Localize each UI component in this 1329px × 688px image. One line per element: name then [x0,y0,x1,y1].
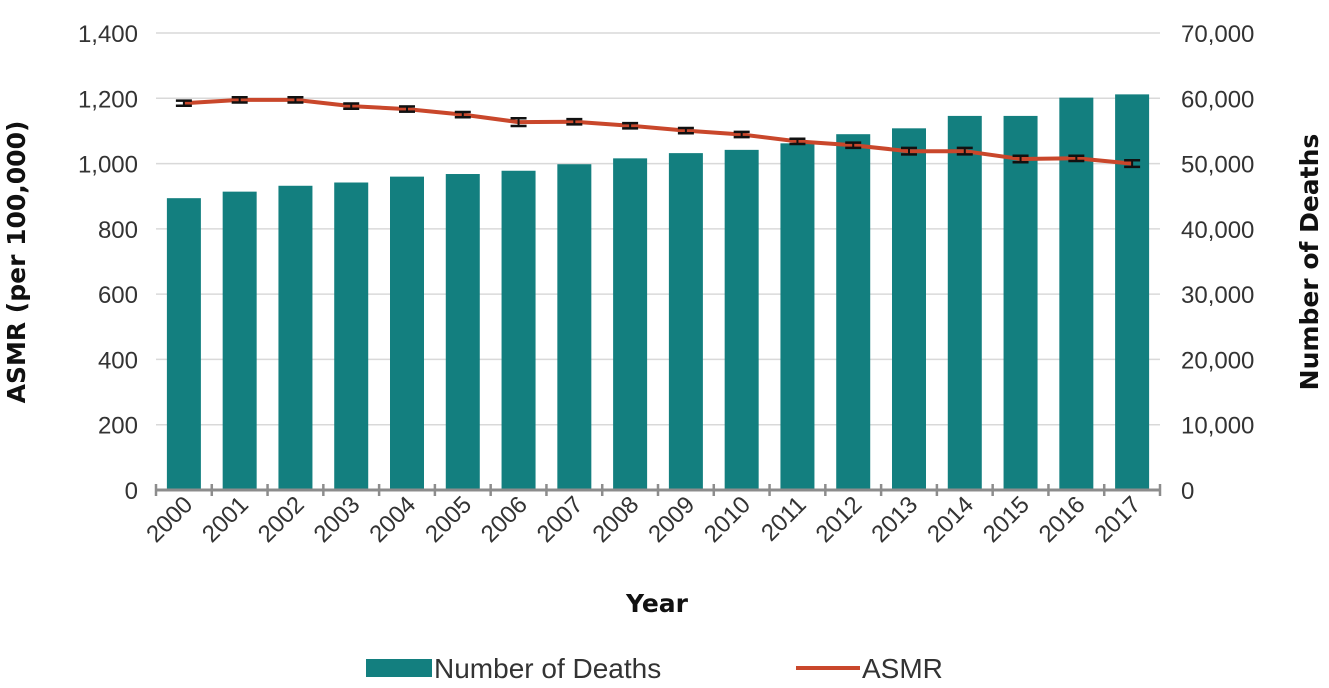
right-y-tick-label: 40,000 [1181,217,1254,244]
gridlines [156,32,1160,426]
asmr-error-bar [901,146,917,156]
asmr-error-bar [1068,154,1085,163]
asmr-error-bar [733,130,750,139]
left-y-axis: 0 200 400 600 800 1,000 1,200 1,400 [78,21,138,505]
x-tick-label: 2011 [756,491,812,547]
x-tick-label: 2002 [253,491,310,548]
bar-number-of-deaths [947,115,982,491]
x-axis-title: Year [625,589,689,618]
x-tick-label: 2006 [476,491,533,548]
x-tick-label: 2017 [1090,491,1147,548]
legend-label-number-of-deaths: Number of Deaths [434,653,661,684]
asmr-error-bar [845,141,862,150]
x-tick-label: 2000 [141,491,198,548]
bar-series-number-of-deaths [166,94,1150,491]
x-tick-label: 2014 [922,491,979,548]
asmr-error-bar [1124,159,1141,169]
right-y-axis-title: Number of Deaths [1295,134,1324,391]
asmr-error-bar [677,126,694,135]
right-y-tick-label: 30,000 [1181,282,1254,309]
right-y-tick-label: 20,000 [1181,347,1254,374]
left-y-axis-title: ASMR (per 100,000) [2,121,31,404]
line-series-asmr [175,96,1141,169]
bar-number-of-deaths [222,191,257,490]
bar-number-of-deaths [1115,94,1150,491]
right-y-tick-label: 50,000 [1181,152,1254,179]
bar-number-of-deaths [613,158,648,490]
x-tick-label: 2012 [811,491,868,548]
legend-swatch-number-of-deaths [366,659,432,677]
bar-number-of-deaths [1059,97,1094,490]
x-tick-label: 2003 [309,491,366,548]
legend: Number of Deaths ASMR [366,653,943,684]
x-tick-label: 2001 [197,491,254,548]
asmr-error-bar [231,96,248,104]
right-y-tick-label: 60,000 [1181,86,1254,113]
x-tick-label: 2005 [420,491,477,548]
asmr-error-bar [956,146,973,156]
bar-number-of-deaths [557,164,592,490]
x-tick-label: 2004 [364,491,421,548]
asmr-error-bar [454,110,471,119]
bar-number-of-deaths [1003,115,1038,491]
x-tick-label: 2016 [1034,491,1091,548]
asmr-error-bar [1012,154,1029,164]
bar-number-of-deaths [724,149,759,490]
asmr-error-bar [175,99,192,108]
bar-number-of-deaths [892,128,926,490]
right-y-axis: 0 10,000 20,000 30,000 40,000 50,000 60,000 70,… [1181,21,1254,505]
x-tick-label: 2013 [866,491,923,548]
x-tick-label: 2015 [978,491,1035,548]
asmr-error-bar [622,121,639,130]
asmr-error-bar [566,117,583,126]
bar-number-of-deaths [390,176,424,490]
legend-label-asmr: ASMR [862,653,943,684]
asmr-error-bar [287,96,304,104]
x-tick-labels: 2000200120022003200420052006200720082009… [141,491,1146,548]
left-y-tick-label: 400 [98,347,138,374]
left-y-tick-label: 200 [98,413,138,440]
bar-number-of-deaths [278,185,313,491]
right-y-tick-label: 70,000 [1181,21,1254,48]
left-y-tick-label: 1,000 [78,152,138,179]
asmr-error-bar [789,137,806,146]
left-y-tick-label: 1,400 [78,21,138,48]
bar-number-of-deaths [836,134,871,490]
asmr-error-bar [343,102,360,110]
right-y-tick-label: 0 [1181,478,1194,505]
left-y-tick-label: 0 [125,478,138,505]
left-y-tick-label: 800 [98,217,138,244]
x-tick-label: 2008 [588,491,645,548]
bar-number-of-deaths [166,198,201,490]
asmr-error-bar [399,105,415,113]
right-y-tick-label: 10,000 [1181,413,1254,440]
bar-number-of-deaths [445,174,480,490]
asmr-line [183,97,1133,166]
left-y-tick-label: 600 [98,282,138,309]
bar-number-of-deaths [780,143,815,490]
x-tick-label: 2010 [699,491,756,548]
asmr-error-bar [510,116,527,128]
x-tick-label: 2007 [532,491,589,548]
bar-number-of-deaths [668,153,703,490]
bar-number-of-deaths [501,170,536,490]
x-axis [154,484,1162,496]
bar-number-of-deaths [334,182,369,491]
left-y-tick-label: 1,200 [78,86,138,113]
x-tick-label: 2009 [643,491,700,548]
